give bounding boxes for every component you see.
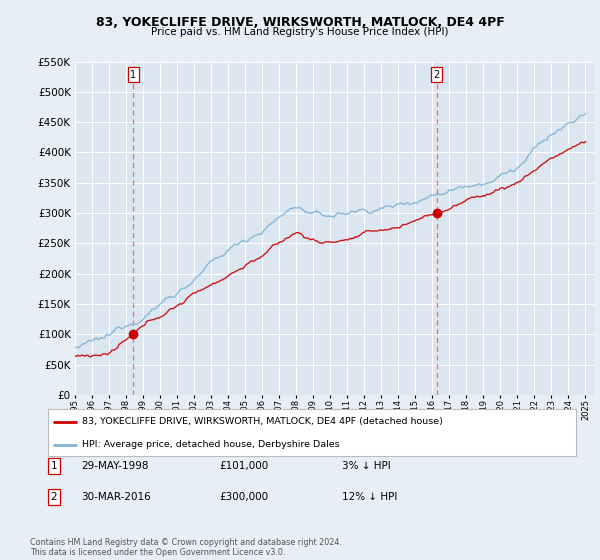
Text: 12% ↓ HPI: 12% ↓ HPI — [342, 492, 397, 502]
Text: £300,000: £300,000 — [219, 492, 268, 502]
Text: 1: 1 — [50, 461, 58, 471]
Text: £101,000: £101,000 — [219, 461, 268, 471]
Text: Price paid vs. HM Land Registry's House Price Index (HPI): Price paid vs. HM Land Registry's House … — [151, 27, 449, 37]
Text: 3% ↓ HPI: 3% ↓ HPI — [342, 461, 391, 471]
Text: 2: 2 — [50, 492, 58, 502]
Text: 2: 2 — [433, 70, 440, 80]
Text: 29-MAY-1998: 29-MAY-1998 — [81, 461, 149, 471]
Text: HPI: Average price, detached house, Derbyshire Dales: HPI: Average price, detached house, Derb… — [82, 440, 340, 449]
Text: 83, YOKECLIFFE DRIVE, WIRKSWORTH, MATLOCK, DE4 4PF: 83, YOKECLIFFE DRIVE, WIRKSWORTH, MATLOC… — [95, 16, 505, 29]
Text: 83, YOKECLIFFE DRIVE, WIRKSWORTH, MATLOCK, DE4 4PF (detached house): 83, YOKECLIFFE DRIVE, WIRKSWORTH, MATLOC… — [82, 417, 443, 426]
Text: 30-MAR-2016: 30-MAR-2016 — [81, 492, 151, 502]
Text: Contains HM Land Registry data © Crown copyright and database right 2024.
This d: Contains HM Land Registry data © Crown c… — [30, 538, 342, 557]
Text: 1: 1 — [130, 70, 136, 80]
